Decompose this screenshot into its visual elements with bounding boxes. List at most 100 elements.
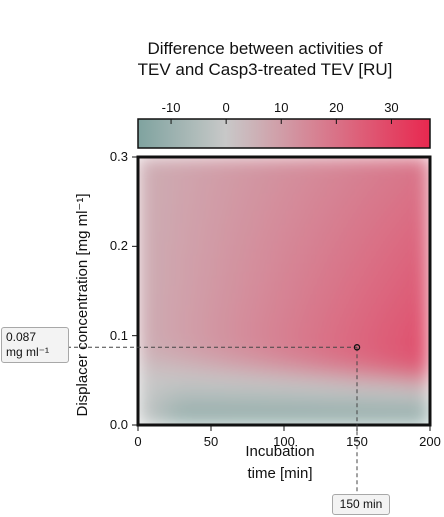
- heatmap-cell: [195, 241, 205, 247]
- heatmap-cell: [239, 227, 248, 234]
- heatmap-cell: [254, 286, 263, 292]
- heatmap-cell: [393, 303, 402, 310]
- heatmap-cell: [305, 406, 314, 413]
- heatmap-cell: [247, 370, 256, 377]
- heatmap-cell: [210, 272, 219, 279]
- heatmap-cell: [400, 299, 409, 305]
- heatmap-cell: [166, 178, 175, 185]
- heatmap-cell: [152, 232, 161, 238]
- heatmap-cell: [254, 397, 263, 404]
- heatmap-cell: [290, 187, 300, 194]
- heatmap-cell: [393, 272, 402, 279]
- heatmap-cell: [268, 157, 278, 162]
- heatmap-cell: [247, 402, 256, 408]
- heatmap-cell: [422, 402, 430, 408]
- heatmap-cell: [371, 299, 380, 305]
- heatmap-cell: [298, 375, 307, 381]
- heatmap-cell: [225, 411, 234, 417]
- heatmap-cell: [203, 384, 212, 390]
- heatmap-cell: [356, 272, 365, 279]
- heatmap-cell: [232, 420, 241, 425]
- heatmap-cell: [320, 187, 329, 194]
- heatmap-cell: [174, 192, 183, 198]
- heatmap-cell: [239, 335, 248, 341]
- heatmap-cell: [378, 361, 387, 368]
- heatmap-cell: [320, 219, 329, 225]
- heatmap-cell: [341, 183, 351, 189]
- heatmap-cell: [349, 348, 358, 355]
- heatmap-cell: [247, 174, 256, 180]
- heatmap-cell: [203, 268, 212, 274]
- heatmap-cell: [232, 317, 241, 323]
- heatmap-cell: [203, 174, 212, 180]
- heatmap-cell: [312, 241, 321, 247]
- heatmap-cell: [312, 335, 321, 341]
- heatmap-cell: [174, 299, 183, 305]
- heatmap-cell: [327, 254, 336, 261]
- heatmap-cell: [341, 326, 351, 332]
- heatmap-cell: [334, 397, 343, 404]
- heatmap-cell: [290, 375, 300, 381]
- heatmap-cell: [195, 236, 205, 243]
- heatmap-cell: [283, 232, 292, 238]
- heatmap-cell: [225, 232, 234, 238]
- heatmap-cell: [290, 214, 300, 221]
- heatmap-cell: [261, 312, 270, 319]
- heatmap-cell: [174, 183, 183, 189]
- heatmap-cell: [312, 379, 321, 386]
- heatmap-cell: [400, 294, 409, 301]
- heatmap-cell: [276, 308, 285, 314]
- heatmap-cell: [261, 406, 270, 413]
- heatmap-cell: [327, 375, 336, 381]
- heatmap-cell: [225, 375, 234, 381]
- heatmap-cell: [320, 344, 329, 350]
- heatmap-cell: [166, 259, 175, 265]
- heatmap-cell: [283, 370, 292, 377]
- y-value-callout-line-2: mg ml⁻¹: [6, 345, 49, 359]
- heatmap-cell: [378, 286, 387, 292]
- heatmap-cell: [188, 393, 197, 399]
- heatmap-cell: [239, 236, 248, 243]
- heatmap-cell: [232, 254, 241, 261]
- heatmap-cell: [261, 178, 270, 185]
- heatmap-cell: [371, 245, 380, 252]
- heatmap-cell: [174, 348, 183, 355]
- heatmap-cell: [320, 330, 329, 337]
- heatmap-cell: [144, 232, 154, 238]
- heatmap-cell: [400, 339, 409, 346]
- heatmap-cell: [356, 370, 365, 377]
- heatmap-cell: [166, 281, 175, 288]
- heatmap-cell: [422, 205, 430, 212]
- heatmap-cell: [341, 312, 351, 319]
- heatmap-cell: [341, 335, 351, 341]
- heatmap-cell: [393, 165, 402, 171]
- heatmap-cell: [276, 286, 285, 292]
- heatmap-cell: [356, 420, 365, 425]
- heatmap-cell: [385, 157, 394, 162]
- heatmap-cell: [225, 339, 234, 346]
- heatmap-cell: [327, 169, 336, 176]
- heatmap-cell: [414, 223, 424, 229]
- heatmap-cell: [268, 223, 278, 229]
- heatmap-cell: [341, 254, 351, 261]
- heatmap-cell: [188, 165, 197, 171]
- heatmap-cell: [393, 379, 402, 386]
- heatmap-cell: [327, 178, 336, 185]
- heatmap-cell: [276, 157, 285, 162]
- heatmap-cell: [166, 241, 175, 247]
- heatmap-cell: [181, 420, 190, 425]
- heatmap-cell: [283, 160, 292, 167]
- heatmap-cell: [203, 361, 212, 368]
- heatmap-cell: [312, 277, 321, 283]
- heatmap-cell: [188, 196, 197, 203]
- heatmap-cell: [276, 330, 285, 337]
- heatmap-cell: [349, 272, 358, 279]
- heatmap-cell: [268, 219, 278, 225]
- heatmap-cell: [247, 183, 256, 189]
- heatmap-cell: [247, 294, 256, 301]
- heatmap-cell: [174, 272, 183, 279]
- heatmap-cell: [305, 312, 314, 319]
- heatmap-cell: [363, 357, 373, 363]
- heatmap-cell: [393, 236, 402, 243]
- heatmap-cell: [341, 263, 351, 270]
